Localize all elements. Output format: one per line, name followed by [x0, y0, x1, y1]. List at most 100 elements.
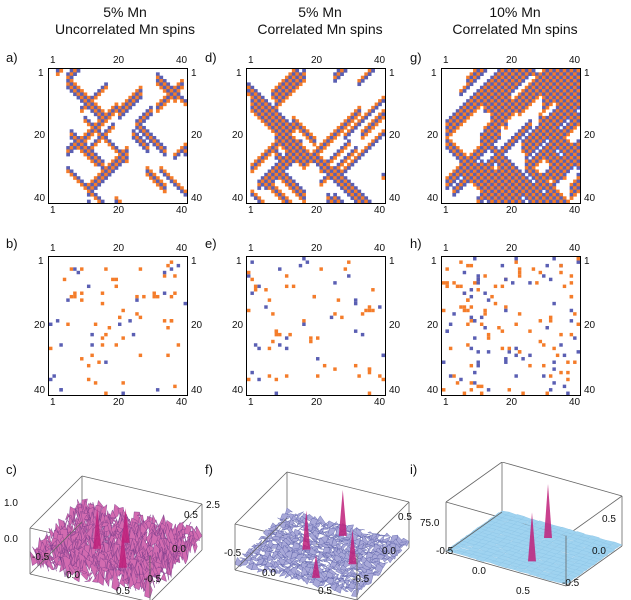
lattice-cell	[566, 102, 570, 107]
mn-spin	[559, 370, 563, 375]
lattice-cell	[573, 182, 577, 187]
surface-cell	[579, 564, 591, 570]
lattice-cell	[542, 146, 546, 150]
lattice-cell	[497, 189, 501, 194]
lattice-cell	[295, 125, 300, 130]
lattice-cell	[504, 149, 508, 154]
lattice-cell	[340, 125, 344, 130]
lattice-cell	[86, 102, 91, 107]
lattice-cell	[111, 159, 115, 164]
lattice-cell	[555, 109, 560, 113]
lattice-cell	[507, 89, 512, 93]
lattice-cell	[145, 132, 150, 137]
lattice-cell	[159, 102, 164, 107]
surface-cell	[352, 537, 362, 548]
tick-left-mid-g: 20	[427, 130, 439, 141]
lattice-cell	[288, 79, 293, 83]
lattice-cell	[149, 176, 153, 180]
lattice-cell	[124, 99, 129, 103]
box-edge	[81, 475, 203, 505]
lattice-cell	[486, 79, 491, 83]
mn-spin	[559, 270, 563, 275]
mn-spin	[138, 315, 143, 320]
lattice-cell	[83, 139, 88, 143]
lattice-cell	[250, 85, 255, 90]
lattice-cell	[479, 179, 484, 184]
surface-cell	[318, 579, 327, 587]
lattice-cell	[145, 146, 150, 150]
lattice-cell	[271, 105, 275, 110]
lattice-cell	[319, 162, 324, 167]
mn-spin	[166, 353, 170, 358]
surface-c-tick-x2: 0.0	[66, 570, 80, 581]
lattice-cell	[367, 112, 372, 117]
lattice-cell	[347, 166, 351, 170]
lattice-cell	[274, 115, 279, 120]
surface-cell	[360, 577, 370, 583]
lattice-cell	[271, 176, 275, 180]
lattice-cell	[90, 142, 95, 147]
lattice-cell	[257, 102, 262, 107]
lattice-cell	[552, 115, 557, 120]
lattice-cell	[566, 156, 570, 160]
lattice-cell	[517, 189, 522, 194]
lattice-cell	[514, 85, 519, 90]
mn-spin	[521, 391, 525, 395]
mn-spin	[353, 298, 358, 302]
lattice-cell	[524, 142, 529, 147]
lattice-cell	[573, 89, 577, 93]
lattice-cell	[514, 99, 519, 103]
lattice-cell	[483, 192, 488, 197]
lattice-cell	[479, 192, 484, 197]
surface-cell	[173, 537, 182, 544]
lattice-cell	[336, 182, 341, 187]
lattice-cell	[524, 196, 529, 200]
tick-bottom-mid-d: 20	[311, 205, 323, 216]
lattice-cell	[271, 169, 275, 174]
lattice-cell	[497, 179, 501, 184]
lattice-cell	[367, 142, 372, 147]
lattice-cell	[100, 166, 105, 170]
lattice-cell	[281, 142, 286, 147]
lattice-cell	[448, 176, 453, 180]
surface-cell	[524, 521, 537, 527]
lattice-cell	[542, 179, 546, 184]
lattice-cell	[83, 102, 88, 107]
lattice-cell	[466, 112, 470, 117]
lattice-cell	[278, 122, 282, 127]
lattice-cell	[545, 102, 550, 107]
lattice-cell	[326, 196, 331, 200]
lattice-cell	[531, 186, 536, 190]
lattice-cell	[531, 129, 536, 133]
lattice-cell	[155, 142, 160, 147]
lattice-cell	[479, 196, 484, 200]
lattice-cell	[86, 105, 91, 110]
lattice-cell	[66, 72, 70, 76]
lattice-cell	[97, 199, 102, 203]
lattice-cell	[524, 99, 529, 103]
lattice-cell	[107, 139, 112, 143]
lattice-cell	[288, 186, 293, 190]
lattice-cell	[576, 146, 580, 150]
lattice-cell	[548, 75, 553, 80]
lattice-cell	[524, 69, 529, 73]
lattice-cell	[473, 105, 477, 110]
lattice-cell	[288, 82, 293, 87]
lattice-cell	[347, 142, 351, 147]
lattice-cell	[507, 105, 512, 110]
lattice-cell	[278, 89, 282, 93]
mn-spin	[302, 322, 306, 326]
lattice-cell	[486, 176, 491, 180]
lattice-cell	[493, 85, 498, 90]
lattice-cell	[278, 176, 282, 180]
lattice-cell	[288, 199, 293, 203]
surface-cell	[497, 555, 510, 561]
lattice-cell	[281, 132, 286, 137]
lattice-cell	[69, 69, 74, 73]
mn-spin	[316, 336, 320, 340]
lattice-cell	[548, 192, 553, 197]
lattice-cell	[183, 146, 187, 150]
lattice-cell	[535, 156, 539, 160]
lattice-cell	[371, 109, 375, 113]
mn-spin	[469, 305, 474, 309]
